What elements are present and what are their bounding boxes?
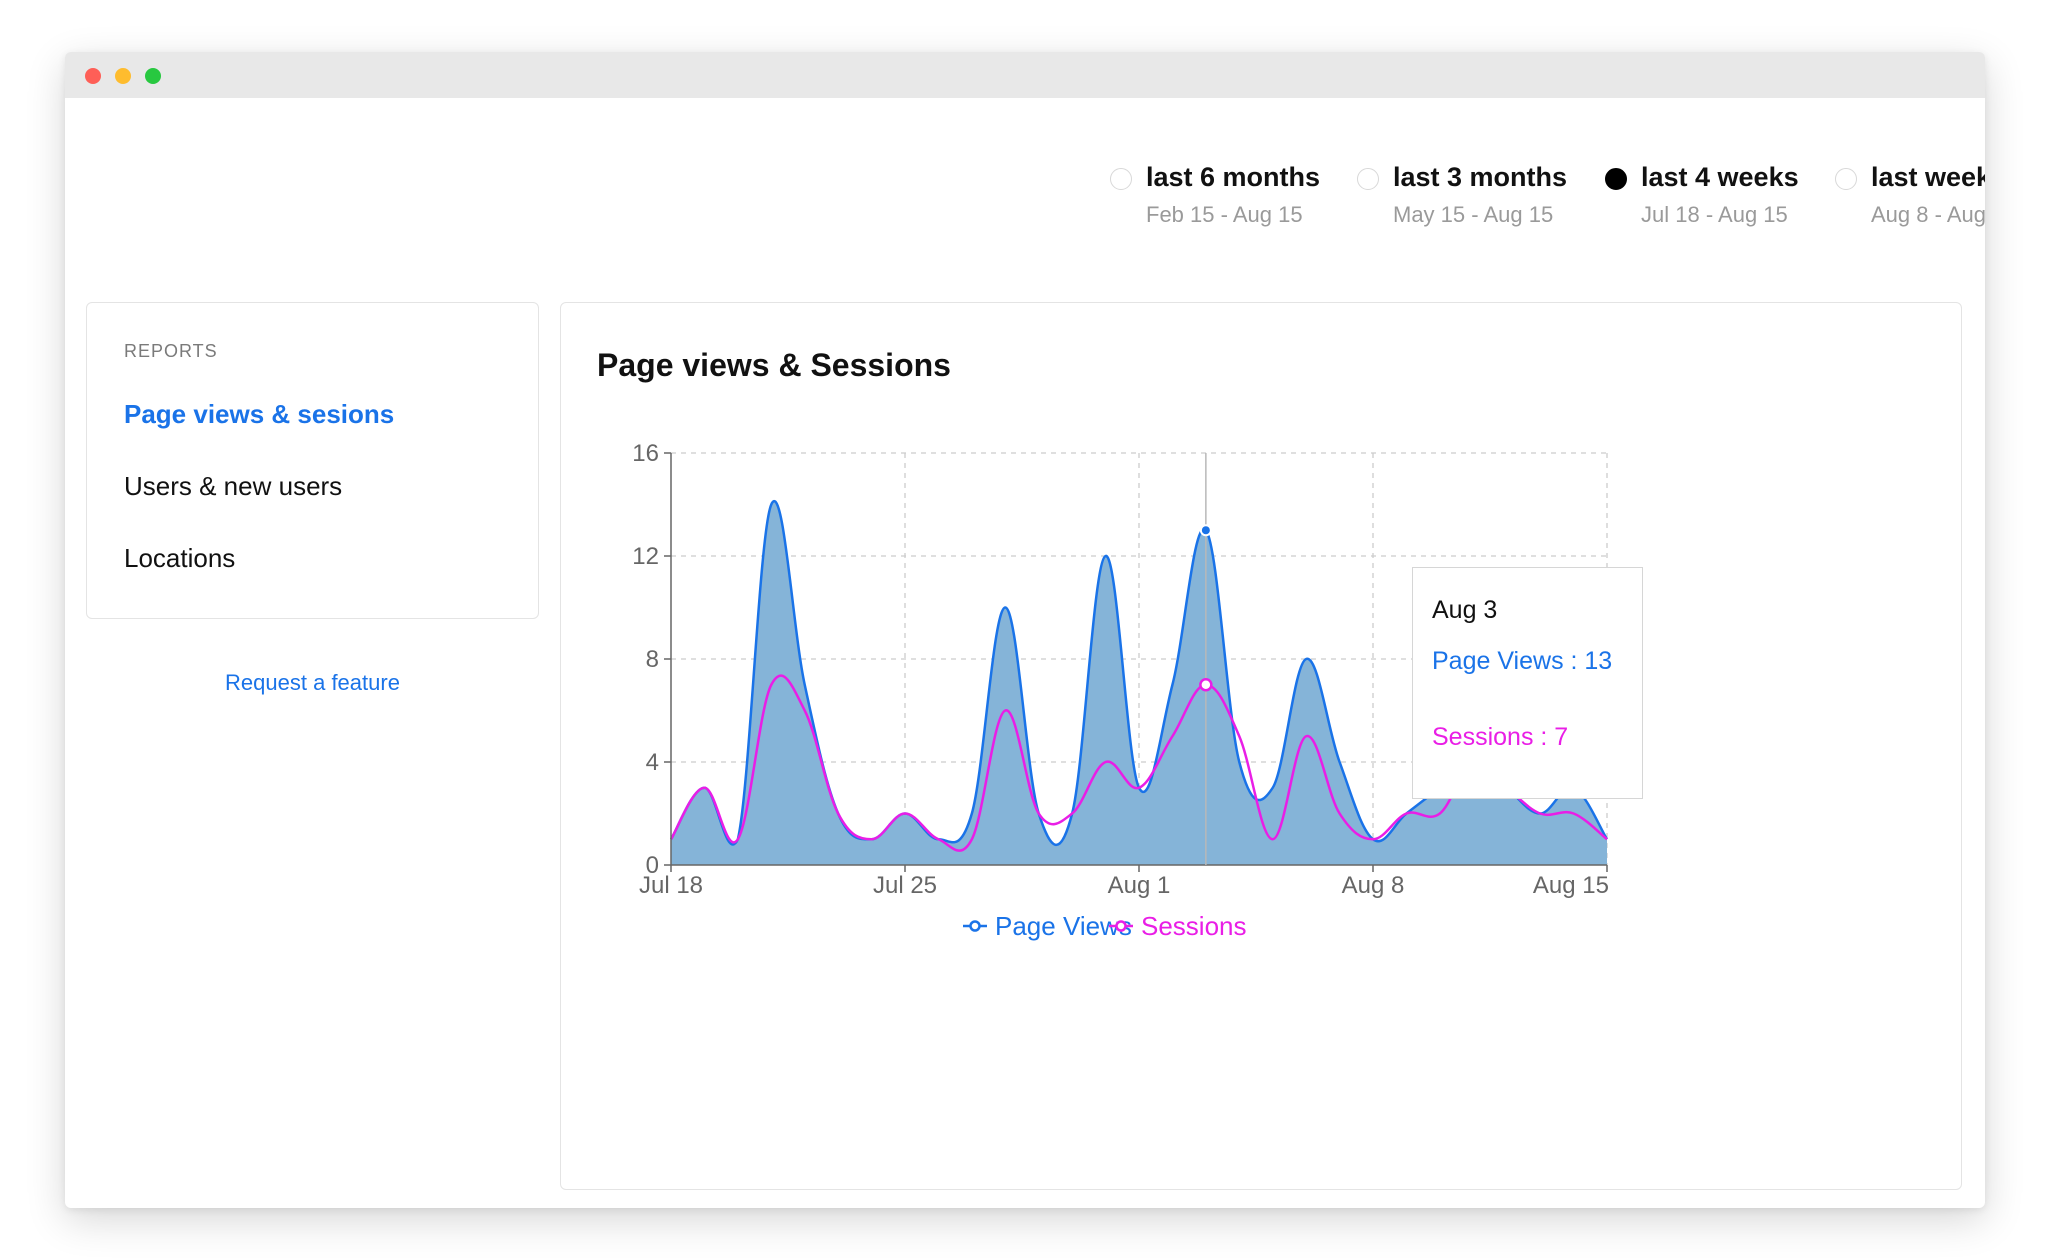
range-label: last 6 months bbox=[1146, 162, 1321, 192]
x-tick-label: Jul 18 bbox=[639, 872, 703, 899]
chart-panel: Page views & Sessions 0 4 8 12 16 Jul 18 Jul 2… bbox=[560, 302, 1962, 1190]
radio-selected-icon[interactable] bbox=[1605, 168, 1627, 190]
date-range-selector: last 6 months Feb 15 - Aug 15 last 3 mon… bbox=[65, 158, 1985, 238]
range-dates: Jul 18 - Aug 15 bbox=[1641, 202, 1788, 227]
x-tick-label: Aug 8 bbox=[1342, 872, 1405, 899]
range-dates: Aug 8 - Aug 15 bbox=[1871, 202, 1985, 227]
y-tick-label: 12 bbox=[632, 543, 659, 570]
range-label: last 4 weeks bbox=[1641, 162, 1799, 192]
range-label: last 3 months bbox=[1393, 162, 1568, 192]
y-tick-label: 4 bbox=[646, 749, 659, 776]
request-feature-link[interactable]: Request a feature bbox=[225, 670, 400, 695]
page-views-area bbox=[671, 501, 1607, 865]
legend-marker-icon bbox=[969, 920, 981, 932]
tooltip-page-views: Page Views : 13 bbox=[1432, 647, 1613, 675]
sidebar-item-users[interactable]: Users & new users bbox=[124, 471, 343, 501]
x-tick-label: Jul 25 bbox=[873, 872, 937, 899]
page-views-sessions-chart[interactable]: 0 4 8 12 16 Jul 18 Jul 25 Aug 1 Aug 8 Aug 15 Page … bbox=[561, 303, 1963, 1191]
chart-tooltip: Aug 3 Page Views : 13 Sessions : 7 bbox=[1412, 567, 1643, 799]
y-tick-label: 16 bbox=[632, 440, 659, 467]
legend-label-sessions: Sessions bbox=[1141, 911, 1247, 941]
zoom-window-button[interactable] bbox=[145, 68, 161, 84]
y-tick-label: 8 bbox=[646, 646, 659, 673]
x-tick-label: Aug 1 bbox=[1108, 872, 1171, 899]
sidebar-item-page-views[interactable]: Page views & sesions bbox=[124, 399, 395, 429]
close-window-button[interactable] bbox=[85, 68, 101, 84]
tooltip-sessions: Sessions : 7 bbox=[1432, 723, 1569, 751]
sessions-line bbox=[669, 674, 1608, 852]
tooltip-date: Aug 3 bbox=[1432, 596, 1498, 624]
y-tick-label: 0 bbox=[646, 852, 659, 879]
radio-icon[interactable] bbox=[1110, 168, 1132, 190]
range-dates: Feb 15 - Aug 15 bbox=[1146, 202, 1303, 227]
page-views-active-dot bbox=[1199, 524, 1212, 537]
x-tick-label: Aug 15 bbox=[1533, 872, 1609, 899]
app-window: last 6 months Feb 15 - Aug 15 last 3 mon… bbox=[65, 52, 1985, 1208]
legend-marker-icon bbox=[1115, 920, 1127, 932]
radio-icon[interactable] bbox=[1357, 168, 1379, 190]
minimize-window-button[interactable] bbox=[115, 68, 131, 84]
range-dates: May 15 - Aug 15 bbox=[1393, 202, 1554, 227]
chart-title: Page views & Sessions bbox=[597, 347, 951, 383]
sidebar-item-locations[interactable]: Locations bbox=[124, 543, 236, 573]
title-bar bbox=[65, 52, 1985, 98]
sidebar-heading: REPORTS bbox=[124, 341, 218, 361]
radio-icon[interactable] bbox=[1835, 168, 1857, 190]
sessions-active-dot bbox=[1199, 678, 1213, 692]
range-label: last week bbox=[1871, 162, 1985, 192]
reports-sidebar: REPORTS Page views & sesions Users & new… bbox=[86, 302, 539, 619]
